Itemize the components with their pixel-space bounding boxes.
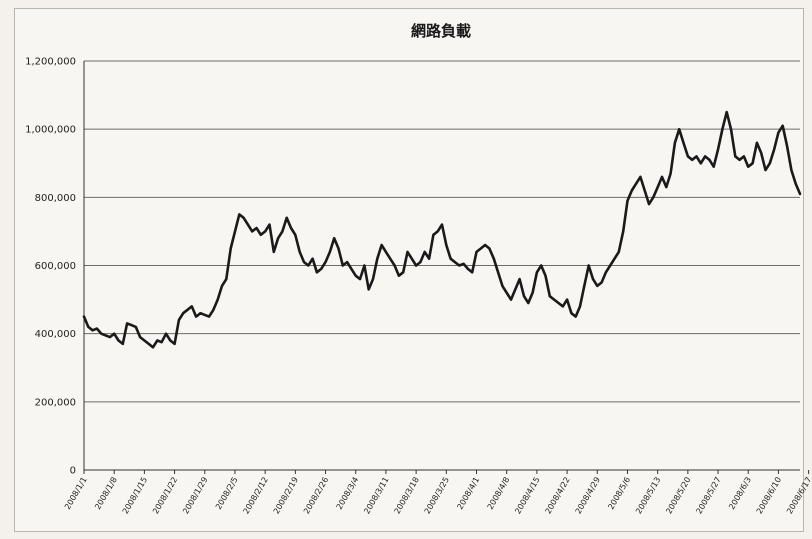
x-tick-label: 2008/1/29 [181, 476, 209, 516]
x-tick-label: 2008/6/17 [785, 476, 812, 516]
x-tick-label: 2008/5/13 [634, 476, 662, 516]
x-tick-label: 2008/5/27 [694, 476, 722, 516]
y-tick-label: 200,000 [35, 397, 76, 408]
x-tick-label: 2008/4/1 [455, 476, 481, 512]
x-tick-label: 2008/1/15 [121, 476, 149, 516]
chart-frame [14, 8, 804, 532]
y-tick-label: 400,000 [35, 329, 76, 340]
series-lines [82, 110, 802, 349]
x-tick-label: 2008/1/1 [63, 476, 89, 512]
y-axis-ticks: 0 200,000 400,000 600,000 800,000 1,000,000 1,… [25, 57, 76, 477]
y-tick-label: 600,000 [35, 261, 76, 272]
x-tick-label: 2008/4/8 [486, 476, 512, 512]
x-tick-label: 2008/4/15 [513, 476, 541, 516]
gridlines [84, 60, 800, 403]
y-tick-label: 0 [70, 466, 76, 477]
y-tick-label: 800,000 [35, 193, 76, 204]
x-tick-label: 2008/2/26 [302, 476, 330, 516]
y-tick-label: 1,200,000 [25, 57, 76, 68]
x-tick-label: 2008/4/29 [574, 476, 602, 516]
x-tick-label: 2008/5/6 [606, 476, 632, 512]
x-tick-label: 2008/5/20 [664, 476, 692, 516]
x-tick-label: 2008/2/12 [242, 476, 270, 516]
x-tick-label: 2008/3/25 [423, 476, 451, 516]
x-tick-label: 2008/6/10 [755, 476, 783, 516]
x-tick-label: 2008/3/4 [335, 476, 361, 512]
x-tick-label: 2008/1/8 [93, 476, 119, 512]
chart-title: 網路負載 [411, 22, 471, 40]
series-line [82, 110, 802, 349]
x-tick-label: 2008/4/22 [544, 476, 572, 516]
x-tick-label: 2008/2/19 [272, 476, 300, 516]
x-tick-label: 2008/3/11 [362, 476, 390, 516]
x-tick-label: 2008/2/5 [214, 476, 240, 512]
x-tick-label: 2008/3/18 [393, 476, 421, 516]
x-tick-label: 2008/6/3 [727, 476, 753, 512]
x-tick-label: 2008/1/22 [151, 476, 179, 516]
y-tick-label: 1,000,000 [25, 125, 76, 136]
x-axis-ticks: 2008/1/1 2008/1/8 2008/1/15 2008/1/22 2008/1… [63, 470, 812, 516]
